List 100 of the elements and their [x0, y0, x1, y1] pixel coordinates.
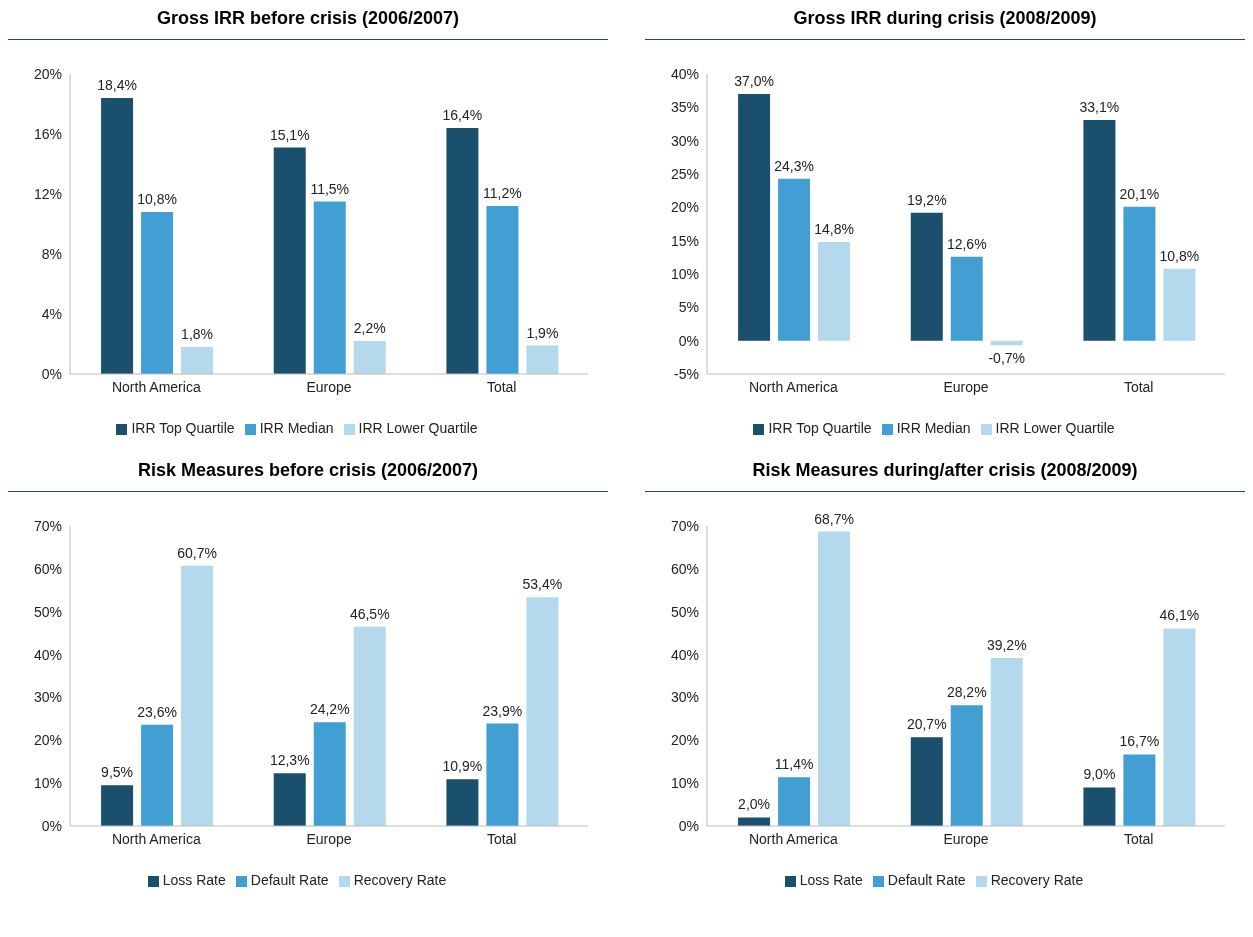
legend-label: Default Rate [250, 872, 329, 888]
data-label: 16,7% [1119, 733, 1160, 750]
bar [1123, 206, 1156, 341]
bar [990, 658, 1023, 826]
y-tick-label: 20% [670, 732, 699, 749]
data-label: 10,9% [442, 758, 483, 775]
y-tick-label: 0% [41, 365, 62, 382]
y-tick-label: 70% [33, 517, 62, 534]
bar [181, 347, 214, 374]
data-label: 53,4% [522, 576, 563, 593]
y-tick-label: 0% [41, 817, 62, 834]
data-label: 2,0% [738, 796, 771, 813]
data-label: 2,2% [353, 320, 386, 336]
y-tick-label: 20% [33, 732, 62, 749]
y-tick-label: 8% [41, 245, 62, 262]
data-label: 1,8% [181, 326, 214, 342]
chart-title: Risk Measures before crisis (2006/2007) [8, 460, 608, 492]
data-label: 12,3% [269, 752, 310, 769]
x-tick-label: North America [748, 830, 838, 847]
legend-label: Recovery Rate [990, 872, 1084, 888]
data-label: 10,8% [1159, 247, 1200, 264]
data-label: 28,2% [946, 684, 987, 701]
y-tick-label: 10% [670, 265, 699, 282]
bar [1163, 628, 1196, 826]
data-label: 46,1% [1159, 607, 1200, 624]
data-label: 23,6% [137, 703, 177, 720]
y-tick-label: 30% [670, 689, 699, 706]
bar [353, 341, 386, 374]
y-tick-label: 70% [670, 517, 699, 534]
y-tick-label: 40% [670, 65, 699, 82]
bar [950, 256, 983, 341]
data-label: 20,7% [906, 716, 947, 733]
y-tick-label: 20% [670, 199, 699, 216]
bar [778, 777, 811, 826]
x-tick-label: North America [111, 378, 201, 395]
data-label: 14,8% [814, 221, 854, 237]
x-tick-label: Europe [306, 378, 352, 395]
data-label: 10,8% [137, 191, 177, 207]
bar [526, 597, 559, 826]
data-label: 19,2% [906, 191, 947, 208]
y-tick-label: 40% [33, 646, 62, 663]
bar [526, 345, 559, 374]
legend-label: IRR Lower Quartile [995, 420, 1115, 436]
data-label: -0,7% [988, 350, 1026, 367]
bar [101, 98, 134, 374]
bar [353, 626, 386, 826]
x-tick-label: Total [1123, 830, 1154, 847]
data-label: 46,5% [349, 605, 390, 622]
bar [910, 737, 943, 826]
data-label: 11,2% [483, 185, 522, 201]
y-tick-label: 0% [678, 332, 699, 349]
legend-label: IRR Top Quartile [131, 420, 235, 436]
x-tick-label: Total [486, 830, 517, 847]
data-label: 24,2% [309, 701, 350, 718]
x-tick-label: North America [748, 378, 838, 395]
data-label: 18,4% [97, 77, 137, 93]
legend-label: IRR Median [259, 420, 334, 436]
chart-title: Risk Measures during/after crisis (2008/2009) [645, 460, 1245, 492]
data-label: 37,0% [734, 73, 774, 89]
y-tick-label: 12% [33, 185, 62, 202]
legend-label: IRR Lower Quartile [358, 420, 478, 436]
data-label: 11,5% [310, 180, 350, 197]
data-label: 33,1% [1079, 99, 1120, 115]
bar [950, 705, 983, 826]
bar [313, 722, 346, 826]
bar [141, 212, 174, 374]
data-label: 24,3% [774, 157, 814, 174]
data-label: 20,1% [1119, 185, 1160, 202]
chart-title: Gross IRR before crisis (2006/2007) [8, 8, 608, 40]
y-tick-label: 0% [678, 817, 699, 834]
bar [486, 723, 519, 826]
bar [486, 206, 519, 374]
data-label: 9,5% [101, 764, 134, 781]
data-label: 9,0% [1083, 766, 1116, 783]
x-tick-label: Europe [306, 830, 352, 847]
data-label: 39,2% [986, 637, 1027, 653]
bar [141, 724, 174, 826]
legend-label: Recovery Rate [353, 872, 447, 888]
y-tick-label: 60% [670, 560, 699, 577]
bar [446, 779, 479, 826]
bar [1083, 120, 1116, 341]
y-tick-label: 10% [33, 775, 62, 792]
y-tick-label: 16% [33, 125, 62, 142]
bar [181, 565, 214, 826]
y-tick-label: 60% [33, 560, 62, 577]
bar [101, 785, 134, 826]
bar [273, 773, 306, 826]
y-tick-label: 30% [33, 689, 62, 706]
chart-title: Gross IRR during crisis (2008/2009) [645, 8, 1245, 40]
legend-label: Default Rate [887, 872, 966, 888]
bar [818, 531, 851, 826]
y-tick-label: 10% [670, 775, 699, 792]
data-label: 16,4% [442, 107, 483, 123]
data-label: 15,1% [269, 126, 310, 143]
bar [313, 201, 346, 374]
bar [1123, 754, 1156, 826]
bar [1163, 268, 1196, 341]
y-tick-label: 15% [670, 232, 699, 249]
x-tick-label: Europe [943, 830, 989, 847]
data-label: 11,4% [774, 756, 814, 773]
